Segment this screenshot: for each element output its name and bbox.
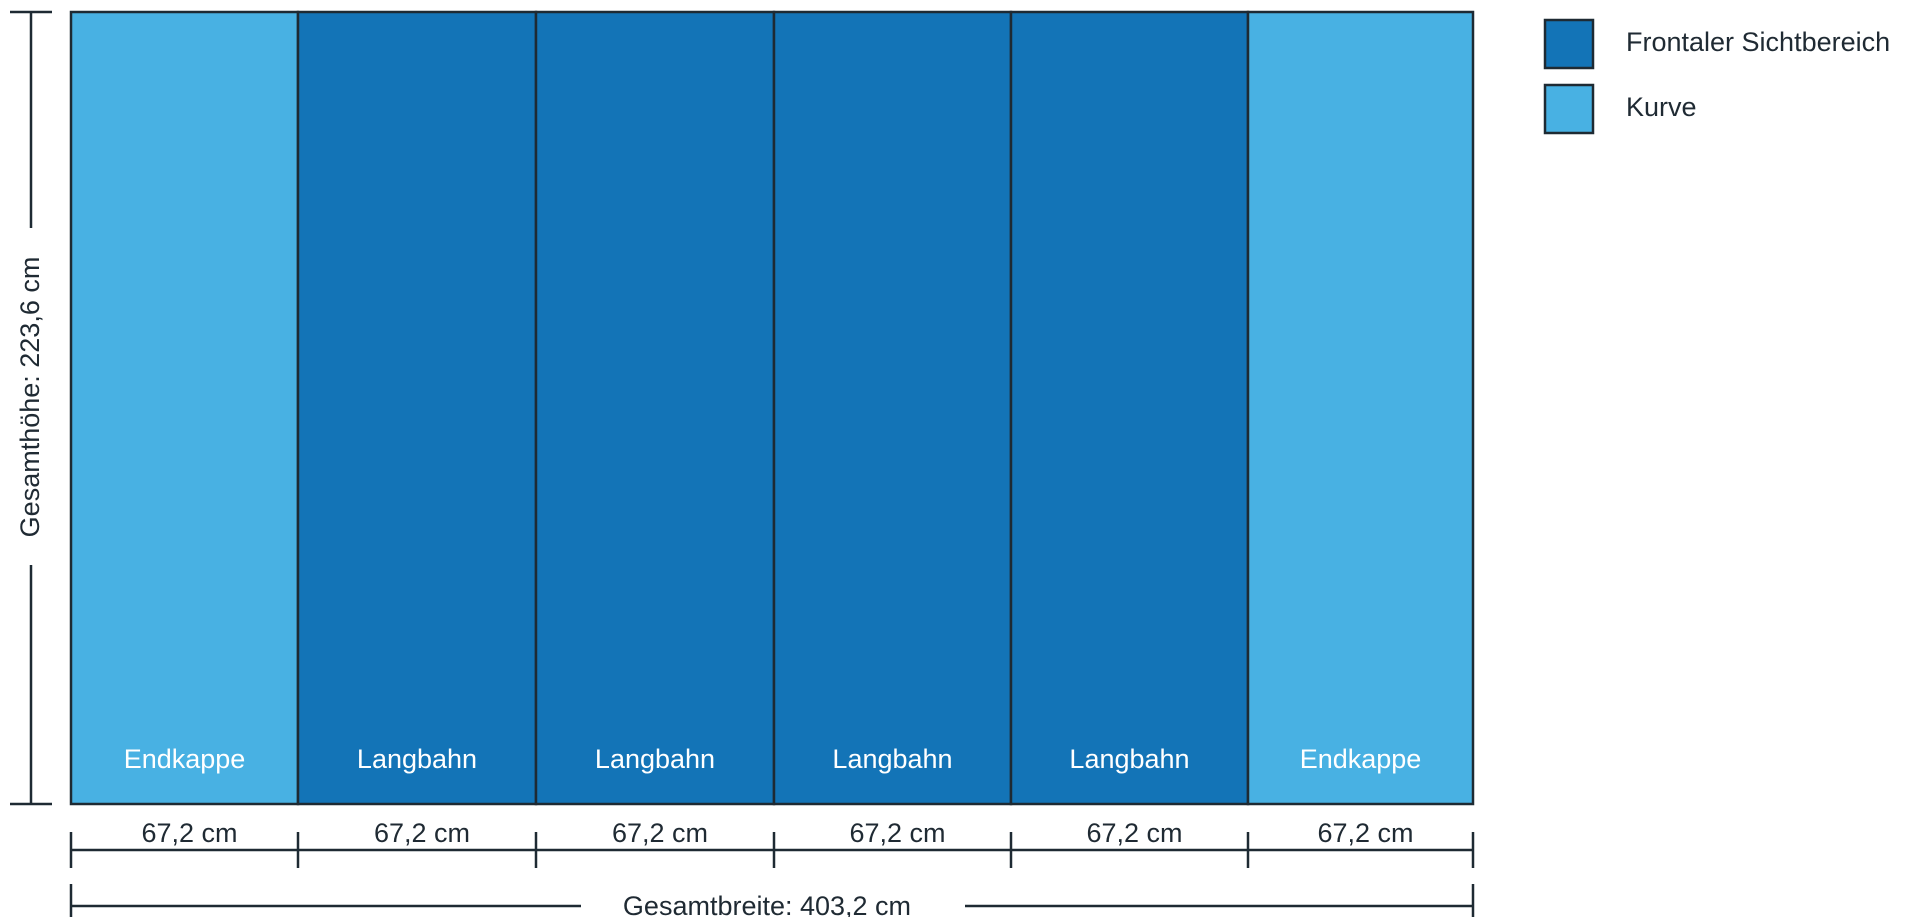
legend: Frontaler Sichtbereich Kurve [1543, 18, 1890, 135]
panel-label-4: Langbahn [832, 744, 952, 774]
panel-label-6: Endkappe [1300, 744, 1422, 774]
panel-width-label-1: 67,2 cm [141, 818, 237, 848]
panel-3 [534, 10, 776, 806]
height-label: Gesamthöhe: 223,6 cm [15, 257, 45, 538]
height-dimension [10, 10, 52, 806]
legend-label-front: Frontaler Sichtbereich [1626, 27, 1890, 57]
panel-width-labels: 67,2 cm 67,2 cm 67,2 cm 67,2 cm 67,2 cm 67,2 … [141, 818, 1413, 848]
panel-label-3: Langbahn [595, 744, 715, 774]
panel-width-label-2: 67,2 cm [374, 818, 470, 848]
legend-swatch-curve [1543, 83, 1595, 135]
panel-5 [1009, 10, 1250, 806]
panel-4 [772, 10, 1013, 806]
panels: Endkappe Langbahn Langbahn Langbahn Langbahn… [69, 10, 1475, 806]
panel-6 [1246, 10, 1475, 806]
panel-1 [69, 10, 300, 806]
total-width-label: Gesamtbreite: 403,2 cm [623, 891, 911, 917]
legend-label-curve: Kurve [1626, 92, 1697, 122]
panel-width-label-4: 67,2 cm [849, 818, 945, 848]
panel-label-1: Endkappe [124, 744, 246, 774]
panel-label-2: Langbahn [357, 744, 477, 774]
panel-width-label-6: 67,2 cm [1317, 818, 1413, 848]
panel-width-label-3: 67,2 cm [612, 818, 708, 848]
total-width-dimension [69, 884, 1475, 917]
panel-width-label-5: 67,2 cm [1086, 818, 1182, 848]
panel-2 [296, 10, 538, 806]
panel-label-5: Langbahn [1069, 744, 1189, 774]
panel-width-dimension [69, 832, 1475, 868]
legend-swatch-front [1543, 18, 1595, 70]
